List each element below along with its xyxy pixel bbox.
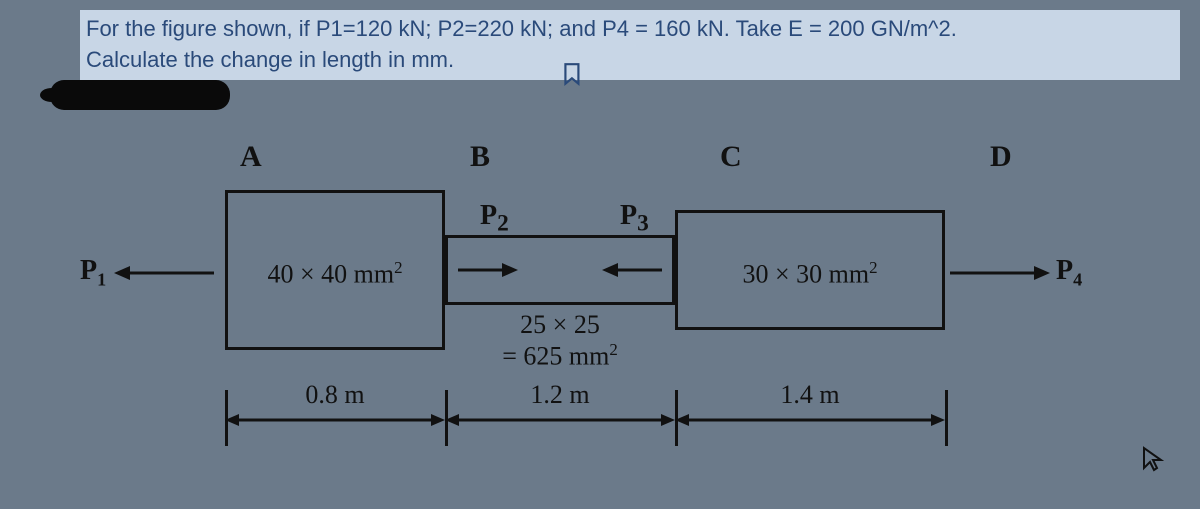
node-b: B [470, 140, 490, 174]
force-p4-label: P4 [1056, 255, 1082, 291]
arrow-left-icon [114, 258, 214, 288]
force-p2-label: P2 [480, 200, 509, 238]
force-p3-label: P3 [620, 200, 649, 238]
cursor-icon [1142, 446, 1164, 479]
dim-arrow [445, 412, 675, 428]
node-d: D [990, 140, 1012, 174]
force-p1: P1 [80, 255, 214, 291]
dim-tick [945, 390, 948, 446]
problem-line2: Calculate the change in length in mm. [86, 47, 454, 72]
force-p4: P4 [950, 255, 1082, 291]
bar-bc-area: 25 × 25 = 625 mm2 [445, 310, 675, 372]
dim-bc: 1.2 m [445, 380, 675, 410]
bar-ab: 40 × 40 mm2 [225, 190, 445, 350]
arrow-right-icon [458, 260, 518, 280]
dim-ab: 0.8 m [225, 380, 445, 410]
node-a: A [240, 140, 262, 174]
bar-ab-area: 40 × 40 mm2 [228, 258, 442, 290]
bar-diagram: A B C D P1 40 × 40 mm2 P2 P3 25 × 25 = [80, 150, 1130, 470]
dim-cd: 1.4 m [675, 380, 945, 410]
dim-arrow [675, 412, 945, 428]
problem-statement: For the figure shown, if P1=120 kN; P2=2… [80, 10, 1180, 80]
node-c: C [720, 140, 742, 174]
arrow-right-icon [950, 258, 1050, 288]
redaction-mark [50, 80, 230, 110]
arrow-left-icon [602, 260, 662, 280]
bar-cd: 30 × 30 mm2 [675, 210, 945, 330]
problem-line1: For the figure shown, if P1=120 kN; P2=2… [86, 16, 957, 41]
force-p1-label: P1 [80, 255, 106, 291]
dim-arrow [225, 412, 445, 428]
bookmark-icon [560, 62, 586, 88]
bar-cd-area: 30 × 30 mm2 [678, 258, 942, 290]
